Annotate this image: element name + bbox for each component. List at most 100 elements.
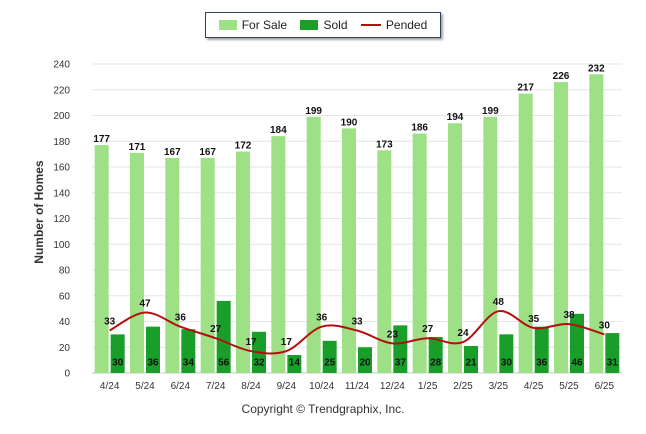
bar-for-sale	[200, 157, 215, 373]
data-label-pended: 33	[104, 317, 116, 328]
data-label-for-sale: 190	[341, 117, 358, 128]
data-label-pended: 33	[351, 317, 363, 328]
x-tick-label: 7/24	[206, 381, 226, 392]
bar-sold	[605, 333, 620, 373]
copyright-text: Copyright © Trendgraphix, Inc.	[241, 402, 405, 416]
data-label-sold: 30	[112, 358, 124, 369]
y-tick-label: 0	[64, 369, 70, 380]
data-label-for-sale: 167	[199, 147, 216, 158]
bar-for-sale	[589, 74, 604, 374]
data-label-pended: 24	[457, 328, 469, 339]
bar-sold	[322, 340, 337, 373]
y-tick-label: 160	[53, 163, 70, 174]
y-tick-label: 60	[59, 291, 71, 302]
legend-label-pended: Pended	[385, 18, 428, 32]
data-label-pended: 35	[528, 314, 540, 325]
y-tick-label: 240	[53, 60, 70, 71]
data-label-pended: 17	[281, 337, 293, 348]
data-label-sold: 31	[607, 358, 619, 369]
bar-for-sale	[377, 150, 392, 373]
legend-item-pended: Pended	[360, 18, 428, 32]
data-label-for-sale: 177	[93, 134, 110, 145]
bar-for-sale	[554, 82, 568, 374]
data-label-pended: 27	[422, 324, 434, 335]
data-label-sold: 37	[395, 358, 407, 369]
y-tick-label: 200	[53, 111, 70, 122]
data-label-sold: 14	[289, 358, 301, 369]
legend-item-for-sale: For Sale	[218, 18, 288, 32]
data-label-pended: 38	[563, 310, 575, 321]
y-tick-label: 180	[53, 137, 70, 148]
data-label-for-sale: 173	[376, 139, 393, 150]
x-tick-label: 9/24	[277, 381, 297, 392]
y-tick-label: 100	[53, 240, 70, 251]
x-tick-label: 12/24	[380, 381, 405, 392]
x-tick-label: 5/25	[559, 381, 579, 392]
x-tick-label: 10/24	[309, 381, 334, 392]
data-label-pended: 36	[316, 313, 328, 324]
bar-sold	[287, 354, 302, 373]
bar-for-sale	[271, 136, 286, 373]
data-label-pended: 47	[139, 298, 151, 309]
legend-label-for-sale: For Sale	[241, 18, 288, 32]
legend-swatch-pended	[360, 24, 381, 26]
legend-swatch-for-sale	[218, 20, 237, 30]
x-tick-label: 4/25	[524, 381, 544, 392]
data-label-for-sale: 171	[129, 142, 146, 153]
data-label-for-sale: 199	[482, 106, 499, 117]
data-label-sold: 56	[218, 358, 230, 369]
data-label-sold: 30	[501, 358, 513, 369]
x-tick-label: 6/25	[595, 381, 615, 392]
data-label-pended: 27	[210, 324, 222, 335]
data-label-for-sale: 167	[164, 147, 181, 158]
bar-sold	[499, 334, 514, 373]
bar-sold	[181, 329, 196, 373]
y-tick-label: 40	[59, 317, 71, 328]
bar-for-sale	[448, 123, 462, 373]
legend-swatch-sold	[300, 20, 319, 30]
bar-for-sale	[412, 133, 427, 373]
bar-for-sale	[518, 93, 533, 374]
bar-sold	[393, 325, 408, 373]
bar-sold	[146, 326, 160, 373]
x-tick-label: 11/24	[345, 381, 370, 392]
data-label-for-sale: 217	[517, 83, 534, 94]
x-tick-label: 5/24	[135, 381, 155, 392]
bar-sold	[216, 300, 231, 373]
bar-for-sale	[94, 145, 109, 373]
bar-sold	[570, 313, 584, 373]
y-axis-label: Number of Homes	[32, 160, 46, 264]
bar-for-sale	[130, 152, 144, 373]
y-tick-label: 120	[53, 214, 70, 225]
bar-sold	[110, 334, 125, 373]
data-label-pended: 36	[175, 313, 187, 324]
data-label-sold: 36	[536, 358, 548, 369]
data-label-pended: 23	[387, 329, 399, 340]
bar-sold	[358, 347, 372, 373]
data-label-for-sale: 199	[305, 106, 322, 117]
data-label-sold: 32	[253, 358, 265, 369]
x-tick-label: 2/25	[453, 381, 473, 392]
data-label-for-sale: 186	[411, 123, 428, 134]
bar-for-sale	[342, 128, 356, 373]
x-tick-label: 1/25	[418, 381, 438, 392]
x-tick-label: 3/25	[489, 381, 509, 392]
data-label-sold: 46	[571, 358, 583, 369]
data-label-pended: 17	[245, 337, 257, 348]
y-tick-label: 220	[53, 85, 70, 96]
data-label-pended: 30	[599, 320, 611, 331]
bar-for-sale	[483, 116, 498, 373]
y-tick-label: 20	[59, 343, 71, 354]
data-label-pended: 48	[493, 297, 505, 308]
data-label-for-sale: 232	[588, 63, 605, 74]
y-tick-label: 80	[59, 266, 71, 277]
bar-sold	[464, 345, 478, 373]
data-label-for-sale: 226	[553, 71, 570, 82]
data-label-for-sale: 194	[447, 112, 464, 123]
x-tick-label: 8/24	[241, 381, 261, 392]
legend: For Sale Sold Pended	[205, 12, 441, 38]
x-tick-label: 6/24	[171, 381, 191, 392]
legend-label-sold: Sold	[323, 18, 348, 32]
x-tick-label: 4/24	[100, 381, 120, 392]
